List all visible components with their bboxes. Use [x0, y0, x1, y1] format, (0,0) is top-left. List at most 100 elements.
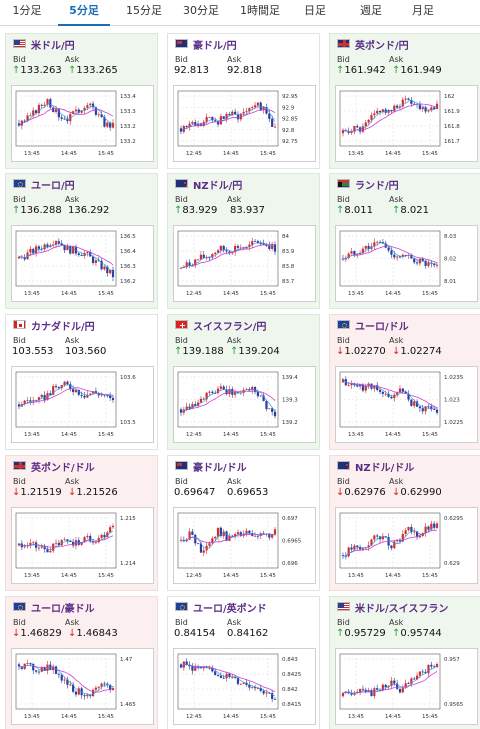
price-chart[interactable]: 136.5 136.4 136.3 136.2 13:45 14:45 15:45 [11, 225, 154, 302]
currency-panel[interactable]: 豪ドル/ドル Bid Ask 0.69647 0.69653 0.697 0.6965 0.6… [167, 455, 320, 591]
price-chart[interactable]: 8.03 8.02 8.01 13:45 14:45 15:45 [335, 225, 478, 302]
pair-title[interactable]: ユーロ/ドル [355, 322, 409, 333]
candle-body [418, 535, 422, 538]
price-chart[interactable]: 84 83.9 83.8 83.7 12:45 14:45 15:45 [173, 225, 316, 302]
currency-panel[interactable]: カナダドル/円 Bid Ask 103.553 103.560 103.6 103.5 13:… [5, 314, 158, 450]
chart-svg: 136.5 136.4 136.3 136.2 13:45 14:45 15:45 [15, 230, 136, 297]
currency-panel[interactable]: NZドル/円 Bid Ask ↑83.929 83.937 84 83.9 83.8 83.7 1… [167, 173, 320, 309]
pair-title[interactable]: 英ポンド/円 [355, 41, 409, 52]
pair-title[interactable]: ランド/円 [355, 181, 399, 192]
candle-body [40, 546, 43, 548]
plot-frame [15, 653, 117, 710]
candle-body [251, 107, 254, 109]
bid-value: ↑133.263 [12, 65, 62, 76]
bid-value: ↑161.942 [336, 65, 386, 76]
pair-title[interactable]: スイスフラン/円 [193, 322, 267, 333]
currency-panel[interactable]: 米ドル/スイスフラン Bid Ask ↑0.95729 ↑0.95744 0.957 0.9… [329, 596, 480, 729]
tab-3[interactable]: 15分足 [126, 4, 162, 17]
pair-title[interactable]: 豪ドル/ドル [193, 463, 247, 474]
price-chart[interactable]: 133.4 133.3 133.2 133.2 13:45 14:45 15:45 [11, 85, 154, 162]
candle-body [111, 122, 115, 128]
candle-body [234, 392, 237, 395]
moving-average-line [342, 100, 438, 132]
candle-body [353, 126, 356, 132]
y-tick-label: 133.2 [120, 139, 136, 145]
pair-title[interactable]: 英ポンド/ドル [31, 463, 95, 474]
candle-body [421, 671, 424, 673]
currency-panel[interactable]: NZドル/ドル Bid Ask ↓0.62976 ↓0.62990 0.6295 0.629… [329, 455, 480, 591]
candle-body [43, 394, 46, 400]
candle-body [191, 122, 194, 124]
y-tick-label: 83.7 [282, 279, 295, 285]
pair-title[interactable]: カナダドル/円 [31, 322, 95, 333]
tab-4[interactable]: 30分足 [183, 4, 219, 17]
bid-label: Bid [175, 55, 188, 64]
price-chart[interactable]: 1.47 1.465 13:45 14:45 15:45 [11, 648, 154, 725]
candle-body [219, 675, 222, 678]
price-chart[interactable]: 1.0235 1.023 1.0225 13:45 14:45 15:45 [335, 366, 478, 443]
currency-panel[interactable]: ユーロ/円 Bid Ask ↑136.288 136.292 136.5 136.4 136.… [5, 173, 158, 309]
price-chart[interactable]: 1.215 1.214 13:45 14:45 15:45 [11, 507, 154, 584]
pair-title[interactable]: 米ドル/円 [31, 41, 75, 52]
candle-body [29, 663, 32, 664]
candle-body [424, 260, 427, 266]
candle-body [72, 542, 75, 546]
tab-1[interactable]: 1分足 [12, 4, 42, 17]
candle-body [384, 243, 387, 248]
currency-panel[interactable]: 豪ドル/円 Bid Ask 92.813 92.818 92.95 92.9 92.85 92.… [167, 33, 320, 169]
candle-body [111, 398, 115, 401]
ask-value: ↓1.46843 [68, 628, 118, 639]
ask-value: ↑0.95744 [392, 628, 442, 639]
currency-panel[interactable]: ランド/円 Bid Ask ↑8.011 ↑8.021 8.03 8.02 8.01 13:45… [329, 173, 480, 309]
price-chart[interactable]: 0.697 0.6965 0.696 12:45 14:45 15:45 [173, 507, 316, 584]
candle-body [361, 384, 365, 391]
currency-panel[interactable]: スイスフラン/円 Bid Ask ↑139.188 ↑139.204 139.4 139.3… [167, 314, 320, 450]
bid-label: Bid [175, 336, 188, 345]
tab-7[interactable]: 週足 [360, 4, 382, 17]
price-chart[interactable]: 0.6295 0.629 13:45 14:45 15:45 [335, 507, 478, 584]
price-chart[interactable]: 103.6 103.5 13:45 14:45 15:45 [11, 366, 154, 443]
price-chart[interactable]: 162 161.9 161.8 161.7 13:45 14:45 15:45 [335, 85, 478, 162]
candle-body [256, 241, 260, 244]
pair-title[interactable]: ユーロ/豪ドル [31, 604, 95, 615]
tab-6[interactable]: 日足 [304, 4, 326, 17]
candle-body [253, 105, 257, 108]
y-tick-label: 136.3 [120, 264, 136, 270]
pair-title[interactable]: ユーロ/英ポンド [193, 604, 267, 615]
candle-body [381, 536, 384, 540]
currency-panel[interactable]: 英ポンド/円 Bid Ask ↑161.942 ↑161.949 162 161.9 161.… [329, 33, 480, 169]
tab-5[interactable]: 1時間足 [240, 4, 280, 17]
pair-title[interactable]: ユーロ/円 [31, 181, 75, 192]
price-chart[interactable]: 0.843 0.8425 0.842 0.8415 12:45 14:45 15:45 [173, 648, 316, 725]
candle-body [208, 667, 211, 669]
candle-body [271, 408, 274, 412]
price-chart[interactable]: 92.95 92.9 92.85 92.8 92.75 12:45 14:45 15:45 [173, 85, 316, 162]
candle-body [17, 123, 21, 126]
moving-average-line [18, 664, 114, 696]
currency-panel[interactable]: ユーロ/豪ドル Bid Ask ↓1.46829 ↓1.46843 1.47 1.465 13… [5, 596, 158, 729]
currency-panel[interactable]: ユーロ/英ポンド Bid Ask 0.84154 0.84162 0.843 0.8425 0… [167, 596, 320, 729]
tab-2[interactable]: 5分足 [58, 0, 110, 26]
currency-panel[interactable]: 英ポンド/ドル Bid Ask ↓1.21519 ↓1.21526 1.215 1.214 1… [5, 455, 158, 591]
candle-body [239, 247, 242, 249]
currency-panel[interactable]: ユーロ/ドル Bid Ask ↓1.02270 ↓1.02274 1.0235 1.023 1… [329, 314, 480, 450]
candle-body [424, 406, 427, 412]
price-chart[interactable]: 139.4 139.3 139.2 12:45 14:45 15:45 [173, 366, 316, 443]
pair-title[interactable]: 米ドル/スイスフラン [355, 604, 449, 615]
pair-title[interactable]: 豪ドル/円 [193, 41, 237, 52]
x-tick-label: 14:45 [223, 291, 239, 297]
price-chart[interactable]: 0.957 0.9565 13:45 14:45 15:45 [335, 648, 478, 725]
candle-body [80, 394, 83, 396]
tab-8[interactable]: 月足 [412, 4, 434, 17]
candle-body [367, 545, 370, 548]
candle-body [194, 666, 197, 671]
pair-title[interactable]: NZドル/ドル [355, 463, 415, 474]
candle-body [401, 687, 404, 693]
candle-body [63, 679, 66, 681]
pair-title[interactable]: NZドル/円 [193, 181, 243, 192]
candle-body [91, 689, 95, 697]
currency-panel[interactable]: 米ドル/円 Bid Ask ↑133.263 ↑133.265 133.4 133.3 133… [5, 33, 158, 169]
flag-icon [175, 320, 188, 329]
candle-body [271, 244, 274, 249]
candle-body [222, 677, 225, 679]
